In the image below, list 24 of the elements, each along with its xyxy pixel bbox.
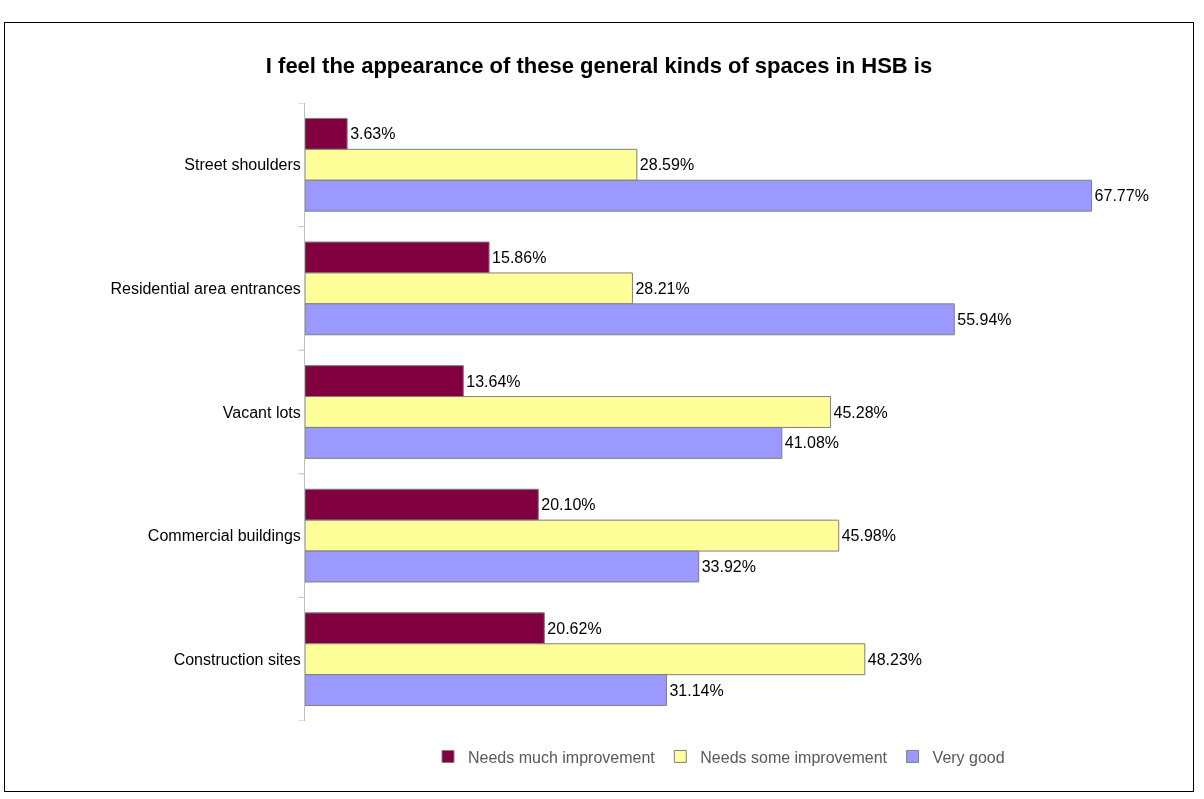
data-label: 20.62% — [547, 619, 602, 637]
data-label: 55.94% — [957, 310, 1012, 328]
data-label: 15.86% — [492, 249, 547, 266]
legend-label: Very good — [932, 748, 1005, 766]
data-label: 33.92% — [701, 558, 756, 575]
chart-title: I feel the appearance of these general kinds of spaces in HSB is — [265, 52, 933, 78]
data-label: 28.59% — [639, 156, 695, 174]
data-label: 3.63% — [350, 125, 396, 143]
data-label: 67.77% — [1094, 187, 1149, 205]
y-tick-label: Commercial buildings — [147, 527, 301, 545]
y-tick-label: Residential area entrances — [110, 280, 301, 297]
data-label: 13.64% — [466, 372, 521, 390]
y-tick-label: Construction sites — [173, 650, 301, 668]
data-label: 45.28% — [833, 403, 888, 421]
data-label: 31.14% — [669, 681, 724, 699]
legend-label: Needs some improvement — [700, 748, 888, 766]
legend-label: Needs much improvement — [468, 748, 656, 766]
data-label: 20.10% — [541, 496, 596, 514]
data-label: 41.08% — [784, 434, 840, 452]
y-tick-label: Vacant lots — [222, 403, 301, 421]
data-label: 45.98% — [841, 527, 896, 545]
data-label: 48.23% — [867, 650, 923, 668]
data-label: 28.21% — [635, 279, 690, 297]
y-tick-label: Street shoulders — [184, 156, 301, 174]
